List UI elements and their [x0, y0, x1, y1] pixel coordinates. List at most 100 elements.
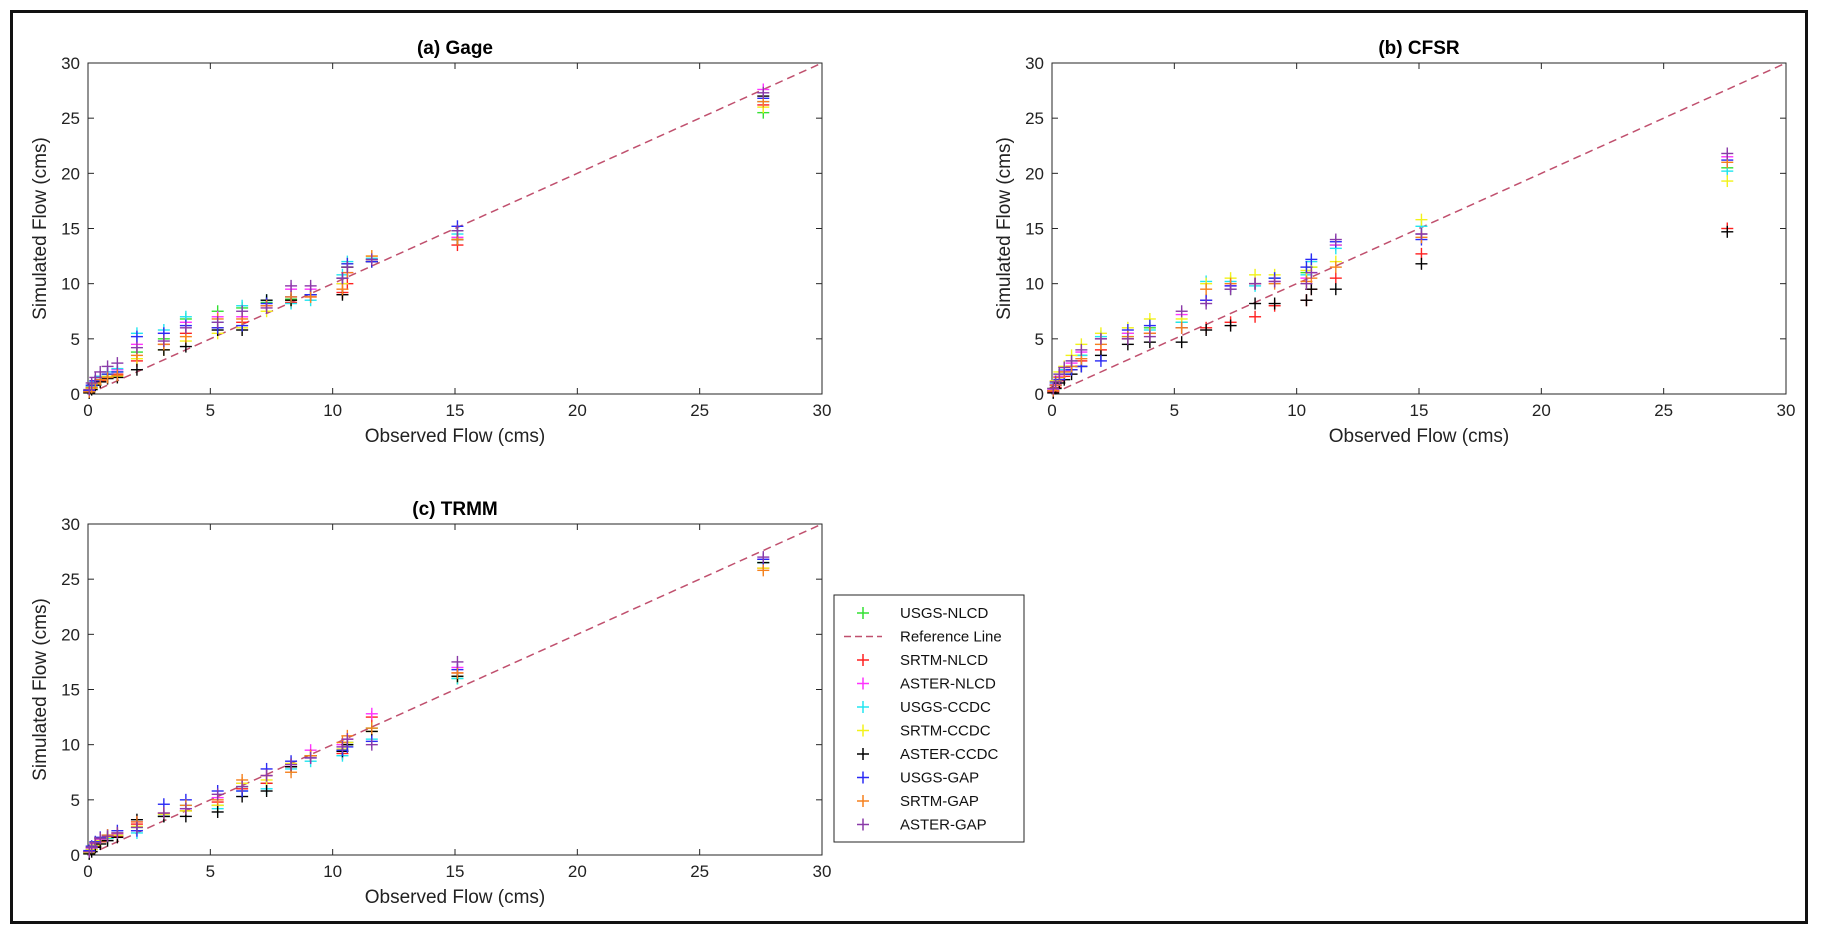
- x-tick-label: 15: [446, 401, 465, 420]
- y-tick-label: 5: [71, 791, 80, 810]
- y-tick-label: 30: [61, 515, 80, 534]
- data-point: [285, 279, 298, 292]
- data-point: [336, 283, 349, 296]
- x-tick-label: 30: [813, 401, 832, 420]
- legend-marker: [857, 724, 869, 737]
- data-point: [1305, 266, 1318, 279]
- y-tick-label: 10: [61, 736, 80, 755]
- x-tick-label: 15: [446, 862, 465, 881]
- data-point: [111, 826, 124, 839]
- data-point: [111, 357, 124, 370]
- data-point: [1200, 283, 1213, 296]
- data-point: [1249, 310, 1262, 323]
- data-point: [211, 316, 224, 329]
- data-point: [1300, 294, 1313, 307]
- data-point: [1175, 336, 1188, 349]
- data-point: [260, 301, 273, 314]
- y-tick-label: 20: [61, 625, 80, 644]
- legend-label: USGS-CCDC: [900, 699, 991, 716]
- y-tick-label: 20: [61, 164, 80, 183]
- y-tick-label: 0: [71, 385, 80, 404]
- data-point: [94, 365, 107, 378]
- data-point: [365, 738, 378, 751]
- y-tick-label: 25: [1025, 109, 1044, 128]
- legend-entry: SRTM-CCDC: [857, 723, 991, 740]
- data-point: [1305, 253, 1318, 266]
- chart-panel-3: 0 5 10 15 20 25 30 0 5 10 15 20 25 30 (c) TRMM Observed…: [30, 499, 831, 908]
- x-tick-label: 15: [1410, 401, 1429, 420]
- data-point: [179, 802, 192, 815]
- x-tick-label: 0: [83, 401, 92, 420]
- data-point: [1329, 261, 1342, 274]
- x-tick-label: 10: [323, 401, 342, 420]
- chart-title: (b) CFSR: [1378, 38, 1460, 59]
- legend-entry: SRTM-GAP: [857, 793, 979, 810]
- legend-label: Reference Line: [900, 629, 1002, 646]
- data-point: [1053, 368, 1066, 381]
- data-point: [1175, 321, 1188, 334]
- data-point: [1094, 354, 1107, 367]
- legend: USGS-NLCD Reference Line SRTM-NLCD ASTER-NL…: [833, 594, 1025, 843]
- y-tick-label: 0: [1035, 385, 1044, 404]
- data-point: [1143, 330, 1156, 343]
- legend-entry: USGS-CCDC: [857, 699, 991, 716]
- legend-label: SRTM-NLCD: [900, 652, 988, 669]
- data-point: [236, 780, 249, 793]
- y-tick-label: 20: [1025, 164, 1044, 183]
- data-point: [157, 807, 170, 820]
- legend-entry: ASTER-CCDC: [857, 746, 999, 763]
- data-point: [1121, 332, 1134, 345]
- data-point: [1721, 147, 1734, 160]
- data-point: [1415, 257, 1428, 270]
- data-point: [1058, 361, 1071, 374]
- data-point: [1047, 382, 1060, 395]
- data-point: [1300, 261, 1313, 274]
- data-point: [285, 290, 298, 303]
- reference-line: [1051, 62, 1787, 395]
- y-tick-label: 10: [61, 275, 80, 294]
- data-point: [285, 758, 298, 771]
- data-point: [236, 305, 249, 318]
- data-point: [365, 253, 378, 266]
- reference-line: [87, 523, 823, 856]
- x-tick-label: 5: [206, 862, 215, 881]
- data-point: [1249, 277, 1262, 290]
- data-point: [757, 564, 770, 577]
- data-point: [211, 788, 224, 801]
- x-tick-label: 5: [1170, 401, 1179, 420]
- series-aster-gap: [83, 86, 770, 396]
- legend-entry: ASTER-GAP: [857, 817, 987, 834]
- data-point: [365, 722, 378, 735]
- data-point: [336, 740, 349, 753]
- data-point: [130, 363, 143, 376]
- legend-label: ASTER-NLCD: [900, 676, 996, 693]
- data-point: [304, 279, 317, 292]
- data-point: [1224, 283, 1237, 296]
- y-tick-label: 25: [61, 109, 80, 128]
- data-point: [1415, 213, 1428, 226]
- legend-marker: [857, 795, 869, 807]
- data-point: [1175, 305, 1188, 318]
- reference-line: [87, 62, 823, 395]
- data-point: [1249, 297, 1262, 310]
- y-tick-label: 5: [71, 330, 80, 349]
- data-point: [1268, 275, 1281, 288]
- data-point: [1075, 343, 1088, 356]
- legend-label: SRTM-CCDC: [900, 723, 991, 740]
- data-point: [304, 290, 317, 303]
- data-point: [260, 785, 273, 798]
- legend-label: SRTM-GAP: [900, 793, 979, 810]
- data-point: [260, 769, 273, 782]
- legend-entry: ASTER-NLCD: [857, 676, 996, 693]
- data-point: [757, 551, 770, 564]
- data-point: [451, 655, 464, 668]
- x-tick-label: 30: [813, 862, 832, 881]
- legend-marker: [857, 771, 869, 784]
- legend-marker: [857, 748, 869, 760]
- x-axis-label: Observed Flow (cms): [1329, 426, 1510, 447]
- legend-label: USGS-GAP: [900, 770, 979, 787]
- x-tick-label: 20: [568, 862, 587, 881]
- legend-label: USGS-NLCD: [900, 605, 989, 622]
- data-point: [1305, 283, 1318, 296]
